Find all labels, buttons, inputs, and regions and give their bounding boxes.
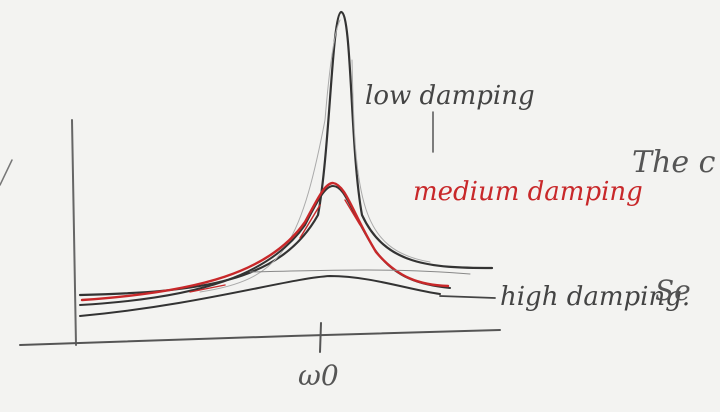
margin-stroke: [0, 159, 13, 186]
high-damping-curve: [79, 275, 441, 317]
margin-text-1: The c: [632, 145, 716, 180]
guide-curve: [199, 19, 431, 293]
x-axis: [19, 329, 501, 346]
medium-damping-curve: [80, 181, 450, 302]
high-pointer: [439, 295, 496, 299]
margin-text-2: Se: [655, 274, 691, 307]
medium-damping-label: medium damping: [413, 177, 643, 207]
faint-line: [249, 269, 471, 275]
low-damping-label: low damping: [365, 81, 535, 111]
omega-label: ω0: [298, 359, 339, 392]
omega-tick: [319, 322, 322, 353]
medium-hatch: [189, 199, 361, 293]
low-damping-curve: [78, 10, 494, 297]
y-axis: [71, 119, 77, 346]
high-damping-label: high damping.: [500, 282, 690, 312]
